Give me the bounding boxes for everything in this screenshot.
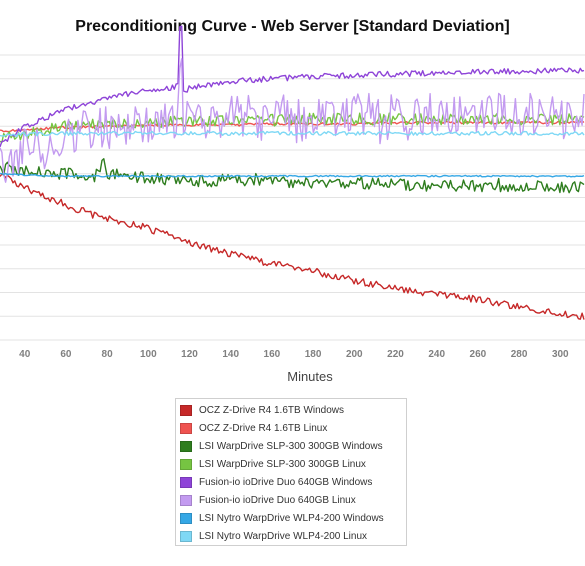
series-line-4 bbox=[0, 25, 585, 148]
legend-swatch bbox=[180, 404, 192, 416]
legend-label: LSI Nytro WarpDrive WLP4-200 Windows bbox=[199, 512, 384, 524]
legend-item: OCZ Z-Drive R4 1.6TB Linux bbox=[180, 419, 406, 437]
x-tick-label: 80 bbox=[102, 349, 114, 360]
x-tick-label: 40 bbox=[19, 349, 31, 360]
legend-swatch bbox=[180, 440, 192, 452]
x-axis-ticks: 40 60 80 100 120 140 160 180 200 220 240 260 280 300 bbox=[19, 349, 569, 360]
x-tick-label: 120 bbox=[181, 349, 198, 360]
legend-label: OCZ Z-Drive R4 1.6TB Linux bbox=[199, 422, 328, 434]
legend-label: LSI WarpDrive SLP-300 300GB Linux bbox=[199, 458, 366, 470]
series-line-5 bbox=[0, 58, 585, 183]
series-line-2 bbox=[0, 157, 585, 194]
legend-swatch bbox=[180, 494, 192, 506]
legend-label: LSI WarpDrive SLP-300 300GB Windows bbox=[199, 440, 383, 452]
legend-swatch bbox=[180, 530, 192, 542]
legend-swatch bbox=[180, 458, 192, 470]
legend-item: LSI Nytro WarpDrive WLP4-200 Windows bbox=[180, 509, 406, 527]
series-line-3 bbox=[0, 112, 585, 144]
chart-title: Preconditioning Curve - Web Server [Stan… bbox=[75, 18, 510, 35]
series-lines bbox=[0, 25, 585, 320]
x-tick-label: 260 bbox=[470, 349, 487, 360]
legend-swatch bbox=[180, 512, 192, 524]
legend: OCZ Z-Drive R4 1.6TB Windows OCZ Z-Drive … bbox=[175, 398, 407, 546]
x-tick-label: 200 bbox=[346, 349, 363, 360]
x-tick-label: 300 bbox=[552, 349, 569, 360]
x-tick-label: 100 bbox=[140, 349, 157, 360]
x-axis-title: Minutes bbox=[287, 369, 333, 384]
x-tick-label: 60 bbox=[60, 349, 72, 360]
x-tick-label: 160 bbox=[264, 349, 281, 360]
legend-label: LSI Nytro WarpDrive WLP4-200 Linux bbox=[199, 530, 368, 542]
x-tick-label: 140 bbox=[222, 349, 239, 360]
series-line-7 bbox=[0, 130, 585, 138]
legend-item: LSI WarpDrive SLP-300 300GB Windows bbox=[180, 437, 406, 455]
legend-item: OCZ Z-Drive R4 1.6TB Windows bbox=[180, 401, 406, 419]
legend-label: Fusion-io ioDrive Duo 640GB Windows bbox=[199, 476, 373, 488]
x-tick-label: 240 bbox=[428, 349, 445, 360]
legend-swatch bbox=[180, 476, 192, 488]
legend-label: OCZ Z-Drive R4 1.6TB Windows bbox=[199, 404, 345, 416]
gridlines bbox=[0, 54, 585, 341]
series-line-6 bbox=[0, 172, 585, 178]
x-tick-label: 220 bbox=[387, 349, 404, 360]
series-line-0 bbox=[0, 173, 585, 320]
x-tick-label: 280 bbox=[511, 349, 528, 360]
legend-swatch bbox=[180, 422, 192, 434]
legend-item: Fusion-io ioDrive Duo 640GB Windows bbox=[180, 473, 406, 491]
legend-item: LSI WarpDrive SLP-300 300GB Linux bbox=[180, 455, 406, 473]
legend-item: LSI Nytro WarpDrive WLP4-200 Linux bbox=[180, 527, 406, 545]
legend-item: Fusion-io ioDrive Duo 640GB Linux bbox=[180, 491, 406, 509]
x-tick-label: 180 bbox=[305, 349, 322, 360]
legend-label: Fusion-io ioDrive Duo 640GB Linux bbox=[199, 494, 356, 506]
